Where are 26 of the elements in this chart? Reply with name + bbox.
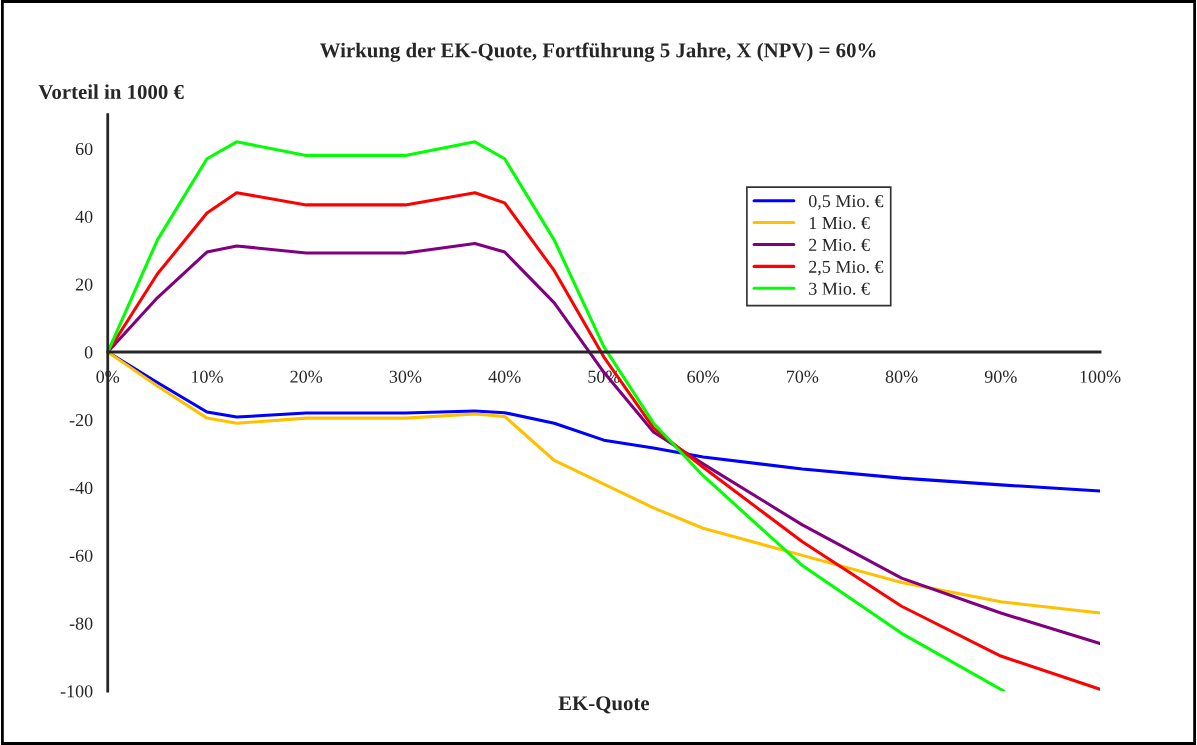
y-tick-label: 60: [75, 142, 93, 156]
x-tick-label: 30%: [389, 370, 422, 383]
y-tick-label: 0: [84, 346, 93, 359]
y-tick-label: -100: [60, 685, 93, 698]
y-tick-label: 20: [75, 278, 93, 291]
y-tick-label: 40: [75, 210, 93, 223]
x-axis-title: EK-Quote: [558, 696, 650, 714]
x-tick-label: 70%: [786, 370, 819, 383]
x-tick-label: 10%: [192, 370, 223, 383]
legend-label: 3 Mio. €: [809, 282, 870, 295]
x-tick-label: 60%: [687, 370, 720, 383]
x-tick-label: 90%: [984, 370, 1017, 383]
x-tick-label: 20%: [290, 370, 323, 383]
legend-label: 2 Mio. €: [809, 238, 870, 252]
legend-label: 1 Mio. €: [809, 216, 870, 230]
y-tick-label: -20: [69, 414, 93, 427]
y-tick-label: -40: [69, 481, 93, 495]
x-tick-label: 80%: [885, 370, 918, 383]
y-tick-label: -60: [69, 549, 93, 562]
legend-label: 2,5 Mio. €: [809, 260, 884, 276]
y-tick-label: -80: [69, 617, 93, 630]
x-tick-label: 40%: [488, 370, 521, 383]
y-axis-title: Vorteil in 1000 €: [38, 84, 184, 100]
x-tick-label: 100%: [1080, 370, 1121, 383]
legend-label: 0,5 Mio. €: [808, 195, 884, 210]
chart-title: Wirkung der EK-Quote, Fortführung 5 Jahre, X (NPV) = 60%: [319, 42, 876, 62]
